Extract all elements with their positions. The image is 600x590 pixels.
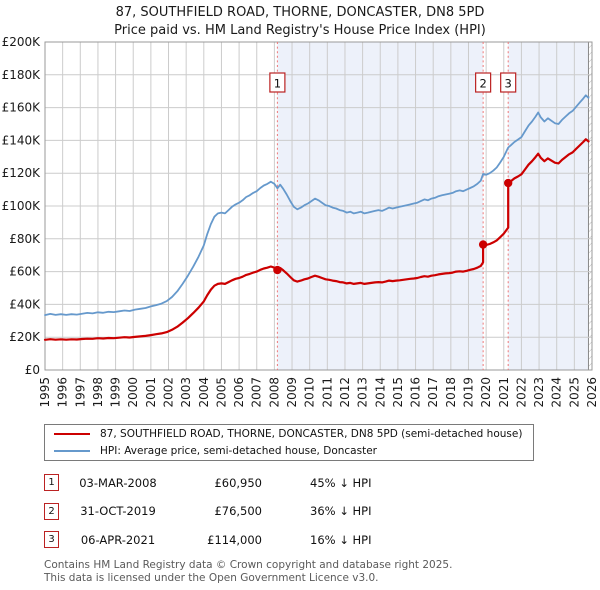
sale-marker-3 <box>503 178 513 188</box>
x-tick-label: 2007 <box>250 377 264 408</box>
plot-border <box>44 41 593 371</box>
y-tick-label: £100K <box>2 199 42 213</box>
transaction-row: 1 03-MAR-2008 £60,950 45% ↓ HPI <box>44 474 544 491</box>
sale-marker-2 <box>478 240 488 249</box>
price-chart: 1 2 3 £0 £20K £40K £60K £80K £100K £120K £140K £160… <box>2 35 599 408</box>
sale-label-box-1 <box>269 72 286 93</box>
transaction-price: £60,950 <box>214 475 262 490</box>
x-tick-label: 2011 <box>320 377 334 408</box>
x-tick-label: 2009 <box>285 377 299 408</box>
footer-line-2: This data is licensed under the Open Gov… <box>44 571 379 584</box>
transaction-date: 03-MAR-2008 <box>79 475 157 490</box>
x-tick-label: 2010 <box>303 377 317 408</box>
x-tick-label: 2018 <box>444 377 458 408</box>
transaction-number-badge: 3 <box>44 531 59 548</box>
x-tick-label: 2015 <box>391 377 405 408</box>
transaction-date: 31-OCT-2019 <box>80 504 156 518</box>
footer-line-1: Contains HM Land Registry data © Crown c… <box>44 559 453 571</box>
y-tick-label: £0 <box>25 363 40 377</box>
chart-title-block: 87, SOUTHFIELD ROAD, THORNE, DONCASTER, … <box>0 4 600 40</box>
transaction-number-badge: 1 <box>44 474 59 491</box>
x-tick-label: 2003 <box>179 377 193 408</box>
legend-label-property: 87, SOUTHFIELD ROAD, THORNE, DONCASTER, … <box>100 428 523 440</box>
transaction-row: 3 06-APR-2021 £114,000 16% ↓ HPI <box>44 531 544 548</box>
transaction-date: 06-APR-2021 <box>80 532 156 547</box>
legend-label-hpi: HPI: Average price, semi-detached house,… <box>100 445 377 457</box>
sale-label-number-1: 1 <box>274 77 281 91</box>
y-tick-label: £200K <box>2 35 42 49</box>
transaction-hpi-delta: 16% ↓ HPI <box>310 532 372 547</box>
x-tick-label: 1998 <box>91 377 105 408</box>
sale-label-box-2 <box>475 72 492 93</box>
y-tick-label: £160K <box>2 101 42 115</box>
legend-row-hpi: HPI: Average price, semi-detached house,… <box>54 444 533 458</box>
hpi-line-swatch <box>54 450 90 452</box>
x-tick-label: 2008 <box>267 377 281 408</box>
x-tick-label: 2021 <box>497 377 511 408</box>
y-tick-label: £20K <box>9 330 41 344</box>
y-tick-label: £40K <box>9 297 41 311</box>
y-tick-label: £80K <box>9 232 41 246</box>
x-tick-label: 2020 <box>479 377 493 408</box>
x-tick-label: 2002 <box>162 377 176 408</box>
y-tick-label: £120K <box>2 166 42 180</box>
transaction-hpi-delta: 36% ↓ HPI <box>310 504 372 518</box>
sale-label-number-3: 3 <box>505 77 512 91</box>
legend-row-property: 87, SOUTHFIELD ROAD, THORNE, DONCASTER, … <box>54 427 533 441</box>
x-tick-label: 2013 <box>356 377 370 408</box>
sale-marker-1 <box>273 265 282 275</box>
transaction-number-badge: 2 <box>44 502 59 520</box>
x-tick-label: 2019 <box>461 377 475 408</box>
y-tick-label: £180K <box>2 68 42 82</box>
sale-label-number-2: 2 <box>479 77 486 91</box>
y-tick-label: £60K <box>9 265 41 279</box>
x-tick-label: 2005 <box>214 377 228 408</box>
x-tick-label: 2025 <box>567 377 581 408</box>
x-tick-label: 1996 <box>56 377 70 408</box>
x-tick-label: 2024 <box>550 377 564 408</box>
transaction-row: 2 31-OCT-2019 £76,500 36% ↓ HPI <box>44 502 544 520</box>
x-tick-label: 2026 <box>585 377 599 408</box>
hpi-line <box>44 94 590 317</box>
x-tick-label: 2017 <box>426 377 440 408</box>
x-tick-label: 2012 <box>338 377 352 408</box>
page-title: 87, SOUTHFIELD ROAD, THORNE, DONCASTER, … <box>115 5 485 20</box>
x-tick-label: 2006 <box>232 377 246 408</box>
x-tick-label: 1999 <box>109 377 123 408</box>
x-tick-label: 1997 <box>73 377 87 408</box>
x-tick-label: 2004 <box>197 377 211 408</box>
copyright-footer: Contains HM Land Registry data © Crown c… <box>44 559 584 584</box>
chart-legend: 87, SOUTHFIELD ROAD, THORNE, DONCASTER, … <box>44 424 534 461</box>
transaction-price: £76,500 <box>214 504 262 518</box>
property-line-swatch <box>54 433 90 435</box>
transaction-price: £114,000 <box>207 532 262 547</box>
x-tick-label: 2000 <box>126 377 140 408</box>
sale-label-box-3 <box>500 72 517 93</box>
x-tick-label: 2022 <box>514 377 528 408</box>
x-tick-label: 1995 <box>38 377 52 408</box>
x-tick-label: 2023 <box>532 377 546 408</box>
transaction-hpi-delta: 45% ↓ HPI <box>310 475 372 490</box>
transactions-table: 1 03-MAR-2008 £60,950 45% ↓ HPI 2 31-OCT… <box>44 474 544 560</box>
x-tick-label: 2014 <box>373 377 387 408</box>
page-subtitle: Price paid vs. HM Land Registry's House … <box>114 23 486 38</box>
y-tick-label: £140K <box>2 133 42 147</box>
x-tick-label: 2016 <box>409 377 423 408</box>
x-tick-label: 2001 <box>144 377 158 408</box>
